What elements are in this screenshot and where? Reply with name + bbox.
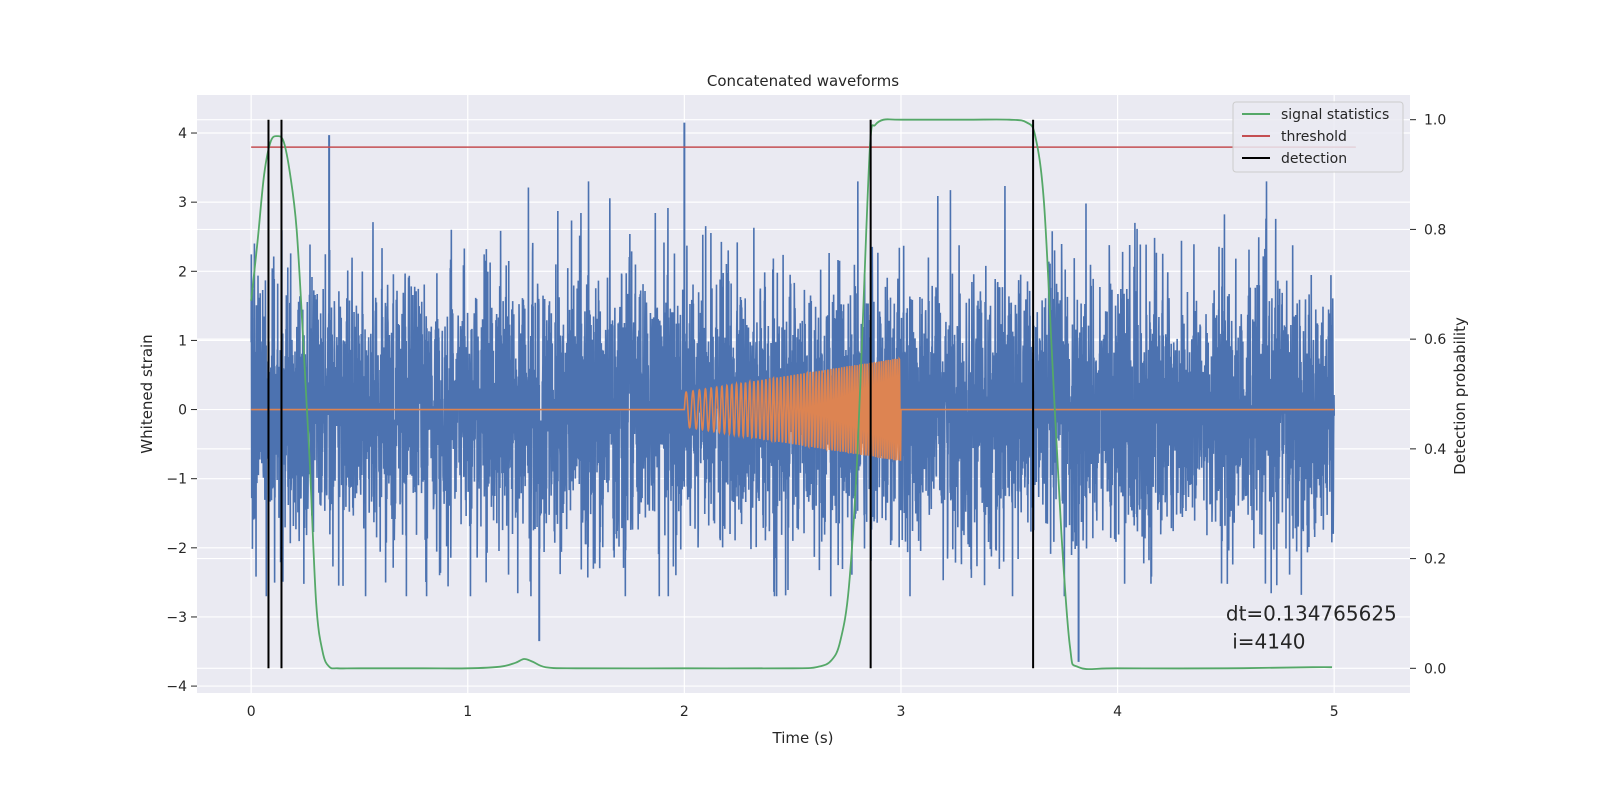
legend-frame — [1232, 101, 1404, 173]
x-axis-label: Time (s) — [772, 729, 834, 747]
y-tick-label-right: 0.2 — [1424, 552, 1446, 568]
annotation-text: dt=0.134765625 i=4140 — [1226, 601, 1397, 653]
signal-statistics-line — [250, 118, 1333, 671]
x-tick-label: 2 — [680, 704, 689, 720]
y-tick-label-left: −2 — [166, 541, 187, 557]
x-tick-label: 0 — [247, 704, 256, 720]
x-tick-label: 3 — [897, 704, 906, 720]
y-tick-label-right: 0.6 — [1424, 332, 1446, 348]
y-tick-label-left: −3 — [166, 610, 187, 626]
y-axis-label-left: Whitened strain — [138, 334, 156, 453]
y-tick-label-left: 3 — [178, 195, 187, 211]
x-tick-label: 5 — [1330, 704, 1339, 720]
y-tick-label-right: 0.8 — [1424, 222, 1446, 238]
y-tick-label-left: −4 — [166, 679, 187, 695]
y-tick-label-left: 4 — [178, 126, 187, 142]
annotation-line: dt=0.134765625 — [1226, 601, 1397, 625]
y-tick-label-left: 0 — [178, 403, 187, 419]
axis-ticks: 0 1 2 3 4 5 −4 −3 −2 −1 0 1 2 3 4 0.0 0.2 0.4 0.6 0.8 1.0 — [166, 113, 1446, 720]
y-axis-label-right: Detection probability — [1451, 317, 1469, 475]
y-tick-label-right: 0.0 — [1424, 661, 1446, 677]
x-tick-label: 4 — [1113, 704, 1122, 720]
legend-label: signal statistics — [1281, 107, 1389, 123]
legend-label: detection — [1281, 151, 1347, 167]
legend: signal statistics threshold detection — [1232, 101, 1404, 173]
y-tick-label-right: 1.0 — [1424, 113, 1446, 129]
legend-label: threshold — [1281, 129, 1347, 145]
chart-title: Concatenated waveforms — [707, 72, 899, 90]
y-tick-label-left: 1 — [178, 333, 187, 349]
y-tick-label-right: 0.4 — [1424, 442, 1446, 458]
y-tick-label-left: −1 — [166, 472, 187, 488]
y-tick-label-left: 2 — [178, 264, 187, 280]
plot-area — [250, 118, 1356, 671]
x-tick-label: 1 — [463, 704, 472, 720]
injected-chirp-series — [251, 356, 1335, 461]
strain-noise-series — [250, 181, 1335, 597]
annotation-line: i=4140 — [1226, 629, 1306, 653]
